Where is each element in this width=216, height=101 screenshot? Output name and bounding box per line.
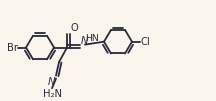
Text: O: O	[70, 23, 78, 33]
Text: Br: Br	[6, 43, 17, 53]
Text: N: N	[81, 36, 88, 46]
Text: Cl: Cl	[140, 37, 150, 47]
Text: HN: HN	[85, 34, 99, 43]
Text: H₂N: H₂N	[43, 89, 62, 99]
Text: N: N	[48, 77, 55, 87]
